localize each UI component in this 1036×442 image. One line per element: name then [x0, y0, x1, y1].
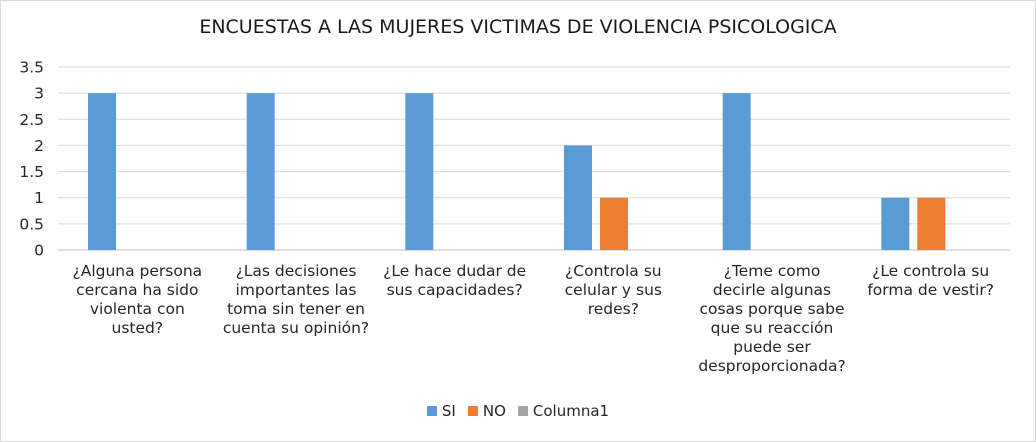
bar-si-3	[564, 145, 592, 250]
bar-si-5	[881, 197, 910, 250]
x-tick-label-line: ¿Las decisiones	[235, 262, 357, 280]
x-tick-label: ¿Le hace dudar de sus capacidades?	[375, 262, 535, 300]
chart-title: ENCUESTAS A LAS MUJERES VICTIMAS DE VIOL…	[199, 16, 837, 38]
bar-si-1	[246, 93, 275, 251]
y-tick-label: 2	[34, 137, 44, 155]
x-tick-label-line: forma de vestir?	[867, 281, 994, 299]
x-tick-label-line: puede ser	[733, 338, 811, 356]
bar-no-3	[600, 197, 628, 250]
legend-item-columna1: Columna1	[517, 402, 610, 420]
x-tick-label-line: cosas porque sabe	[699, 300, 845, 318]
x-tick-label-line: toma sin tener en	[227, 300, 365, 318]
x-tick-label-line: ¿Alguna persona	[72, 262, 203, 280]
x-tick-label-line: redes?	[587, 300, 639, 318]
legend-item-no: NO	[467, 402, 506, 420]
x-tick-label-line: cercana ha sido	[76, 281, 199, 299]
x-tick-label-line: ¿Le hace dudar de	[383, 262, 527, 280]
y-tick-label: 3.5	[19, 59, 44, 77]
y-tick-label: 1	[34, 189, 44, 207]
y-tick-label: 1.5	[19, 163, 44, 181]
x-tick-label-line: ¿Teme como	[723, 262, 821, 280]
bar-si-0	[88, 93, 116, 251]
x-tick-label: ¿Teme como decirle algunas cosas porque sa…	[692, 262, 852, 376]
y-tick-label: 0.5	[19, 215, 44, 233]
legend-swatch	[517, 406, 528, 416]
bar-si-4	[722, 93, 751, 251]
legend-label: Columna1	[532, 402, 610, 420]
y-tick-label: 3	[34, 85, 44, 103]
x-tick-label: ¿Alguna persona cercana ha sido violenta c…	[57, 262, 217, 338]
bar-no-5	[917, 197, 946, 250]
x-tick-label: ¿Las decisiones importantes las toma sin t…	[216, 262, 376, 338]
x-tick-label-line: sus capacidades?	[386, 281, 523, 299]
legend-label: SI	[441, 402, 456, 420]
legend-item-si: SI	[426, 402, 456, 420]
x-tick-label-line: violenta con	[89, 300, 185, 318]
bar-si-2	[405, 93, 434, 251]
x-tick-label-line: importantes las	[235, 281, 357, 299]
x-tick-label-line: desproporcionada?	[698, 357, 846, 375]
x-tick-label-line: ¿Le controla su	[872, 262, 990, 280]
legend-label: NO	[482, 402, 506, 420]
x-tick-label-line: ¿Controla su	[565, 262, 662, 280]
x-tick-label-line: cuenta su opinión?	[222, 319, 370, 337]
x-tick-label-line: decirle algunas	[712, 281, 832, 299]
x-tick-label-line: que su reacción	[710, 319, 834, 337]
x-tick-label: ¿Controla su celular y sus redes?	[533, 262, 693, 319]
x-tick-label-line: celular y sus	[564, 281, 663, 299]
legend-swatch	[426, 406, 437, 416]
x-tick-label: ¿Le controla su forma de vestir?	[851, 262, 1011, 300]
y-tick-label: 0	[34, 242, 44, 260]
y-tick-label: 2.5	[19, 111, 44, 129]
legend-swatch	[467, 406, 478, 416]
x-tick-label-line: usted?	[111, 319, 164, 337]
legend: SI NO Columna1	[0, 402, 1036, 420]
